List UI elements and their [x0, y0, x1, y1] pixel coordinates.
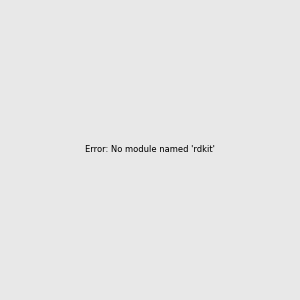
Text: Error: No module named 'rdkit': Error: No module named 'rdkit': [85, 146, 215, 154]
